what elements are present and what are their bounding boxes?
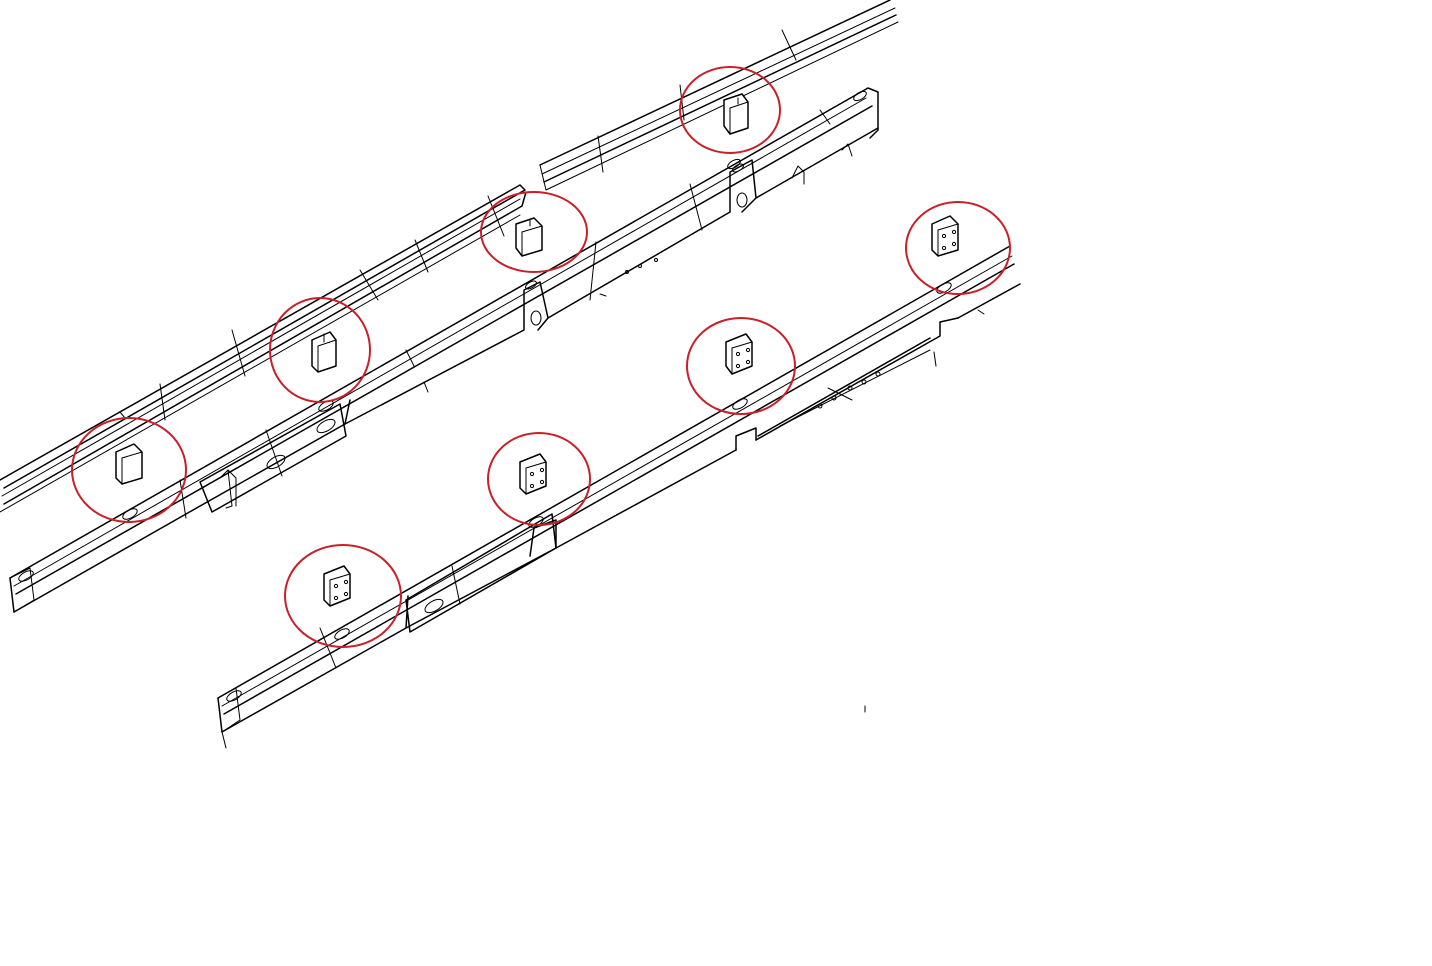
middle-rail — [9, 87, 879, 613]
highlight-circle — [284, 544, 402, 648]
bracket-part — [323, 565, 351, 607]
upper-outer-rail — [0, 0, 899, 513]
lower-rail — [217, 245, 1021, 749]
highlight-circle — [269, 297, 371, 403]
bracket-part — [311, 331, 337, 373]
bracket-part — [931, 215, 959, 257]
highlight-circle — [679, 66, 781, 154]
highlight-circle — [487, 432, 591, 526]
bracket-part — [115, 443, 143, 485]
bracket-part — [723, 93, 749, 135]
bracket-parts — [115, 93, 959, 607]
highlight-circle — [480, 191, 588, 273]
highlight-circle — [905, 201, 1011, 295]
bracket-part — [519, 453, 547, 495]
bracket-part — [515, 217, 543, 257]
highlight-circle — [686, 317, 796, 415]
highlight-circle — [71, 417, 187, 523]
mounting-holes — [122, 158, 952, 640]
highlight-circles — [71, 66, 1011, 648]
bracket-part — [725, 333, 753, 375]
